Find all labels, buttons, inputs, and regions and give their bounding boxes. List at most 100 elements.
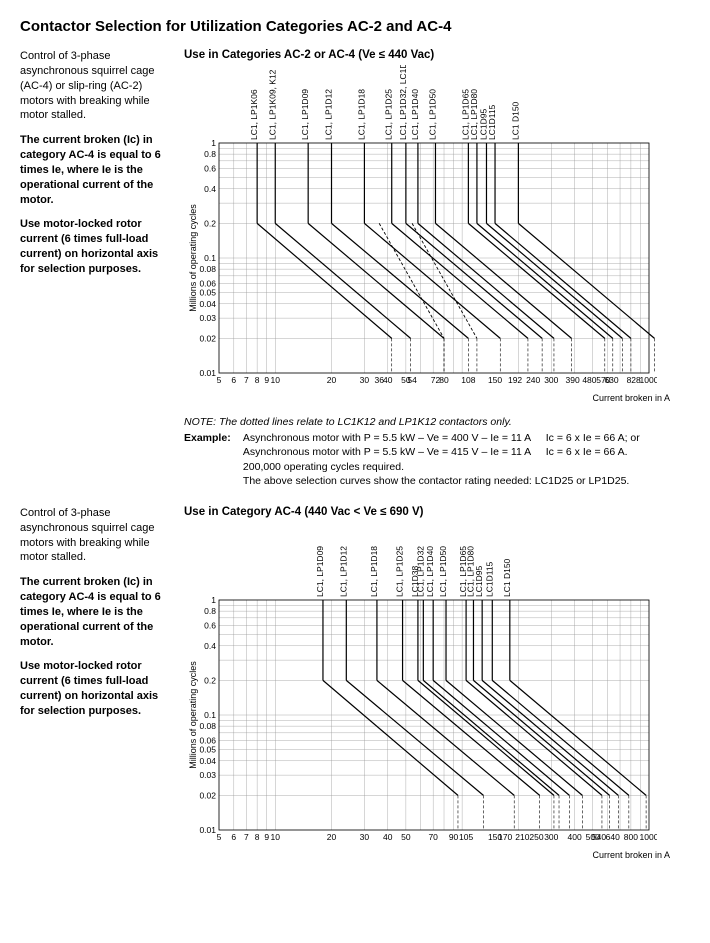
side-text-2: Control of 3-phase asynchronous squirrel… <box>20 506 170 729</box>
svg-text:20: 20 <box>327 832 337 842</box>
svg-text:9: 9 <box>264 832 269 842</box>
side2-p1: Control of 3-phase asynchronous squirrel… <box>20 506 170 565</box>
svg-text:70: 70 <box>428 832 438 842</box>
svg-text:0.05: 0.05 <box>199 288 216 298</box>
svg-text:0.6: 0.6 <box>204 164 216 174</box>
svg-text:105: 105 <box>459 832 473 842</box>
chart2-xlabel: Current broken in A <box>184 850 690 860</box>
svg-text:0.03: 0.03 <box>199 313 216 323</box>
svg-text:LC1, LP1D50: LC1, LP1D50 <box>438 546 448 597</box>
svg-text:300: 300 <box>544 375 558 385</box>
svg-text:10: 10 <box>271 375 281 385</box>
svg-text:0.8: 0.8 <box>204 606 216 616</box>
note-block: NOTE: The dotted lines relate to LC1K12 … <box>184 415 690 488</box>
svg-text:0.04: 0.04 <box>199 299 216 309</box>
svg-text:800: 800 <box>624 832 638 842</box>
svg-text:20: 20 <box>327 375 337 385</box>
svg-text:0.06: 0.06 <box>199 279 216 289</box>
side1-p3: Use motor-locked rotor current (6 times … <box>20 217 170 276</box>
svg-text:30: 30 <box>360 832 370 842</box>
side2-p3: Use motor-locked rotor current (6 times … <box>20 659 170 718</box>
svg-text:LC1, LP1D50: LC1, LP1D50 <box>427 89 437 140</box>
svg-text:Millions of operating cycles: Millions of operating cycles <box>188 204 198 312</box>
chart1-subhead: Use in Categories AC-2 or AC-4 (Ve ≤ 440… <box>184 49 690 61</box>
svg-text:54: 54 <box>407 375 417 385</box>
svg-text:0.08: 0.08 <box>199 721 216 731</box>
chart1: 0.010.020.030.040.050.060.080.10.20.40.6… <box>184 65 690 391</box>
svg-text:170: 170 <box>498 832 512 842</box>
svg-text:9: 9 <box>264 375 269 385</box>
side1-p2: The current broken (Ic) in category AC-4… <box>20 133 170 207</box>
svg-text:0.05: 0.05 <box>199 744 216 754</box>
svg-text:0.4: 0.4 <box>204 184 216 194</box>
svg-text:640: 640 <box>606 832 620 842</box>
svg-text:0.04: 0.04 <box>199 756 216 766</box>
svg-text:LC1, LP1D18: LC1, LP1D18 <box>356 89 366 140</box>
svg-text:5: 5 <box>217 375 222 385</box>
svg-text:400: 400 <box>568 832 582 842</box>
svg-text:10: 10 <box>271 832 281 842</box>
svg-text:LC1D115: LC1D115 <box>484 561 494 597</box>
svg-text:540: 540 <box>592 832 606 842</box>
svg-text:630: 630 <box>604 375 618 385</box>
svg-text:LC1, LP1D18: LC1, LP1D18 <box>369 546 379 597</box>
svg-text:LC1, LP1D32, LC1D38: LC1, LP1D32, LC1D38 <box>398 65 408 140</box>
svg-text:6: 6 <box>231 375 236 385</box>
svg-text:LC1, LP1D25: LC1, LP1D25 <box>384 89 394 140</box>
svg-text:0.02: 0.02 <box>199 790 216 800</box>
svg-text:390: 390 <box>565 375 579 385</box>
svg-text:150: 150 <box>488 375 502 385</box>
svg-text:LC1, LP1K06: LC1, LP1K06 <box>249 89 259 140</box>
svg-text:LC1D115: LC1D115 <box>487 104 497 140</box>
svg-text:7: 7 <box>244 375 249 385</box>
svg-text:30: 30 <box>360 375 370 385</box>
chart1-xlabel: Current broken in A <box>184 393 690 403</box>
svg-text:8: 8 <box>255 832 260 842</box>
svg-text:192: 192 <box>508 375 522 385</box>
svg-text:0.03: 0.03 <box>199 770 216 780</box>
svg-text:0.01: 0.01 <box>199 825 216 835</box>
svg-text:40: 40 <box>383 832 393 842</box>
svg-text:40: 40 <box>383 375 393 385</box>
svg-text:1: 1 <box>211 595 216 605</box>
svg-text:LC1 D150: LC1 D150 <box>510 101 520 140</box>
svg-text:108: 108 <box>461 375 475 385</box>
svg-text:LC1, LP1D12: LC1, LP1D12 <box>338 546 348 597</box>
svg-text:80: 80 <box>439 375 449 385</box>
svg-text:LC1, LP1D25: LC1, LP1D25 <box>395 546 405 597</box>
chart2: 0.010.020.030.040.050.060.080.10.20.40.6… <box>184 522 690 848</box>
example-body: Asynchronous motor with P = 5.5 kW – Ve … <box>243 431 689 488</box>
svg-text:0.01: 0.01 <box>199 368 216 378</box>
svg-text:6: 6 <box>231 832 236 842</box>
svg-text:1000: 1000 <box>640 375 657 385</box>
svg-text:240: 240 <box>526 375 540 385</box>
svg-text:LC1, LP1D40: LC1, LP1D40 <box>425 546 435 597</box>
side2-p2: The current broken (Ic) in category AC-4… <box>20 575 170 649</box>
svg-text:LC1 D150: LC1 D150 <box>502 558 512 597</box>
svg-text:0.6: 0.6 <box>204 620 216 630</box>
svg-text:0.1: 0.1 <box>204 710 216 720</box>
svg-text:7: 7 <box>244 832 249 842</box>
svg-text:LC1D95: LC1D95 <box>474 565 484 596</box>
svg-text:LC1, LP1K09, K12: LC1, LP1K09, K12 <box>267 69 277 140</box>
svg-text:LC1, LP1D09: LC1, LP1D09 <box>300 89 310 140</box>
svg-text:LC1, LP1D09: LC1, LP1D09 <box>315 546 325 597</box>
note-line: NOTE: The dotted lines relate to LC1K12 … <box>184 415 690 429</box>
svg-text:0.06: 0.06 <box>199 735 216 745</box>
svg-text:LC1, LP1D32: LC1, LP1D32 <box>415 546 425 597</box>
svg-text:8: 8 <box>255 375 260 385</box>
svg-text:LC1, LP1D80: LC1, LP1D80 <box>469 89 479 140</box>
svg-text:1000: 1000 <box>640 832 657 842</box>
svg-text:0.08: 0.08 <box>199 264 216 274</box>
svg-text:90: 90 <box>449 832 459 842</box>
example-label: Example: <box>184 431 240 445</box>
side-text-1: Control of 3-phase asynchronous squirrel… <box>20 49 170 287</box>
svg-text:210: 210 <box>515 832 529 842</box>
page-title: Contactor Selection for Utilization Cate… <box>20 18 690 35</box>
chart2-subhead: Use in Category AC-4 (440 Vac < Ve ≤ 690… <box>184 506 690 518</box>
svg-text:1: 1 <box>211 138 216 148</box>
side1-p1: Control of 3-phase asynchronous squirrel… <box>20 49 170 123</box>
svg-text:0.2: 0.2 <box>204 218 216 228</box>
svg-text:50: 50 <box>401 832 411 842</box>
svg-text:0.2: 0.2 <box>204 675 216 685</box>
